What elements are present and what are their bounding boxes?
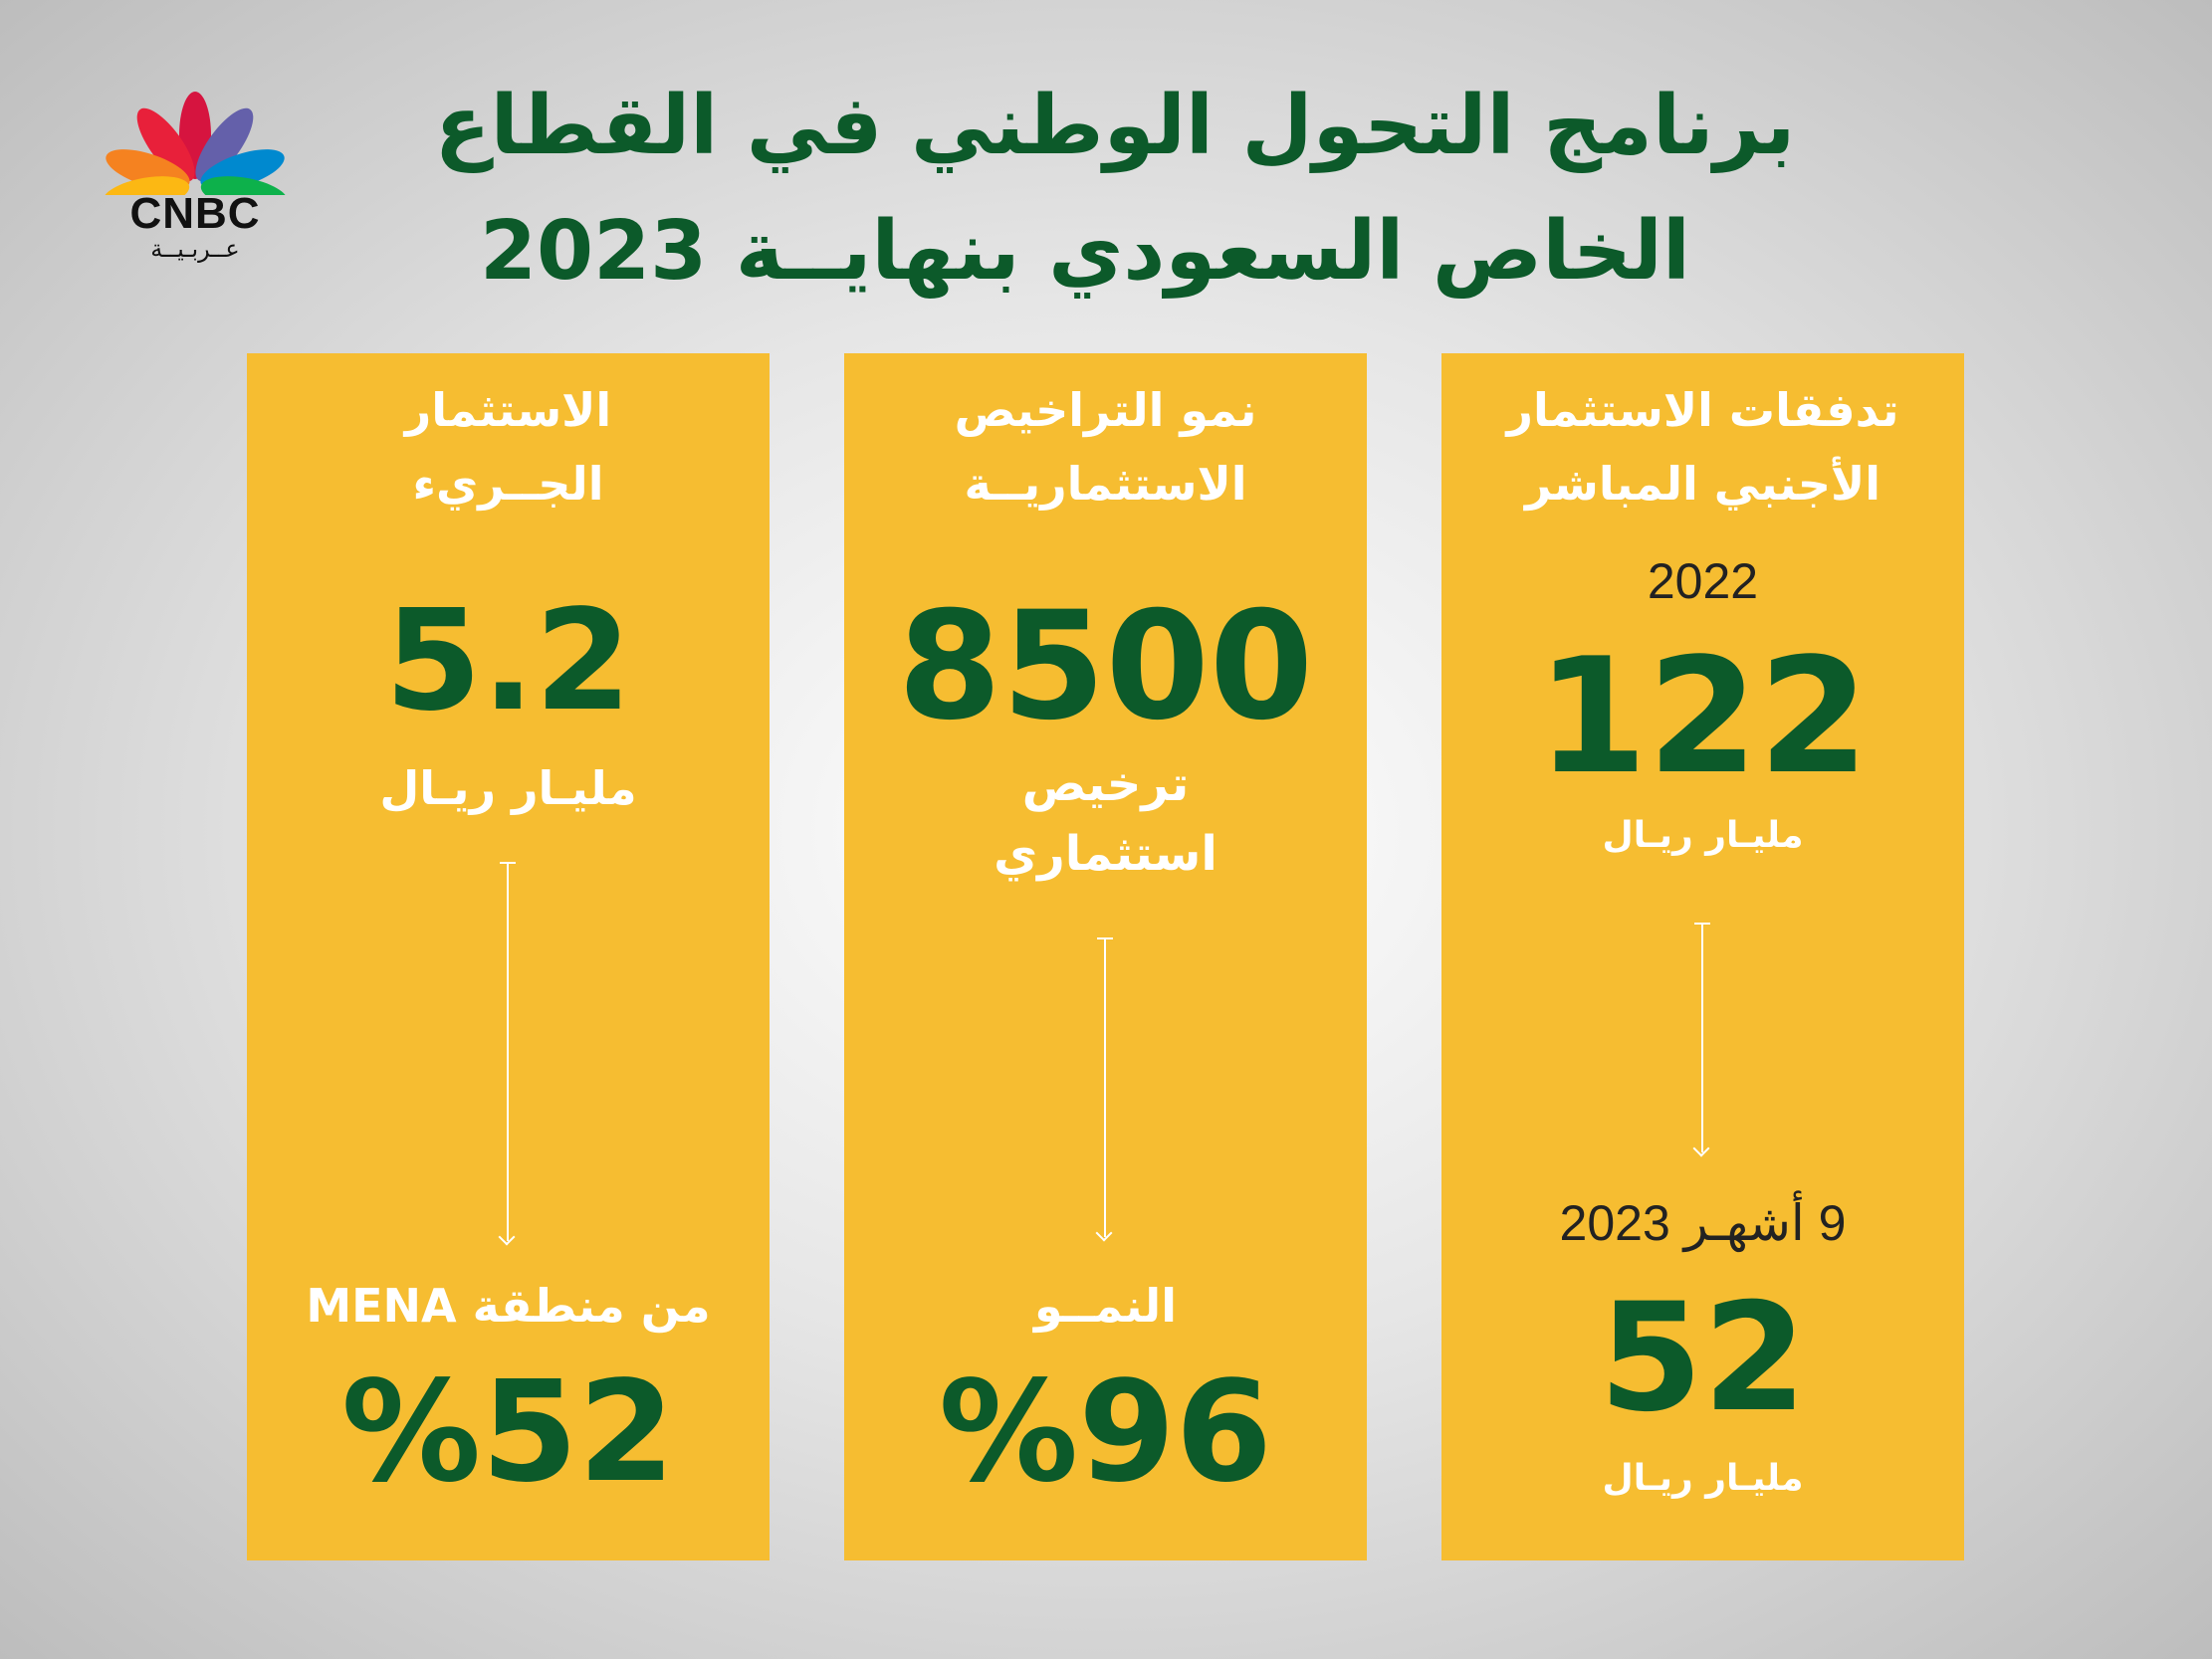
logo-wordmark: CNBC xyxy=(129,189,261,238)
card-heading-line-1: الاستثمار xyxy=(404,383,612,437)
venture-capital-value: 5.2 xyxy=(384,580,632,742)
card-heading-line-2: الأجنبي المباشر xyxy=(1524,457,1881,511)
page-title-line-2: الخاص السعودي بنهايــة 2023 xyxy=(480,204,1690,299)
growth-label: النمــو xyxy=(1034,1279,1177,1333)
fdi-card: تدفقات الاستثمار الأجنبي المباشر 2022 12… xyxy=(1441,353,1964,1560)
card-heading-line-2: الجــريء xyxy=(412,457,604,511)
fdi-value-2022: 122 xyxy=(1536,623,1870,809)
mena-share-value: %52 xyxy=(340,1351,676,1514)
fdi-value-2023: 52 xyxy=(1599,1272,1807,1445)
licenses-unit-line-2: استثماري xyxy=(994,826,1217,882)
licenses-unit-line-1: ترخيص xyxy=(1021,756,1190,812)
licenses-value: 8500 xyxy=(897,580,1314,753)
investment-licenses-card: نمو التراخيص الاستثماريــة 8500 ترخيص اس… xyxy=(844,353,1367,1560)
down-arrow-icon xyxy=(500,862,516,1241)
venture-capital-card: الاستثمار الجــريء 5.2 مليـار ريـال من م… xyxy=(247,353,770,1560)
down-arrow-icon xyxy=(1694,923,1710,1152)
down-arrow-icon xyxy=(1097,937,1113,1237)
fdi-unit-2023: مليـار ريـال xyxy=(1602,1458,1804,1499)
mena-share-label: من منطقة MENA xyxy=(306,1279,711,1333)
year-label-2022: 2022 xyxy=(1647,553,1759,609)
card-heading-line-1: نمو التراخيص xyxy=(954,383,1257,437)
peacock-icon xyxy=(103,92,288,212)
page-title-line-1: برنامج التحول الوطني في القطاع xyxy=(434,79,1796,173)
card-heading-line-2: الاستثماريــة xyxy=(964,457,1247,511)
card-heading-line-1: تدفقات الاستثمار xyxy=(1506,383,1899,437)
year-label-9-months-2023: 9 أشهـر 2023 xyxy=(1559,1195,1847,1251)
venture-capital-unit: مليـار ريـال xyxy=(379,761,637,815)
logo-subtitle: عــربـيــة xyxy=(150,235,240,263)
cnbc-arabia-logo: CNBC عــربـيــة xyxy=(98,86,293,265)
fdi-unit-2022: مليـار ريـال xyxy=(1602,815,1804,856)
growth-value: %96 xyxy=(938,1351,1273,1514)
